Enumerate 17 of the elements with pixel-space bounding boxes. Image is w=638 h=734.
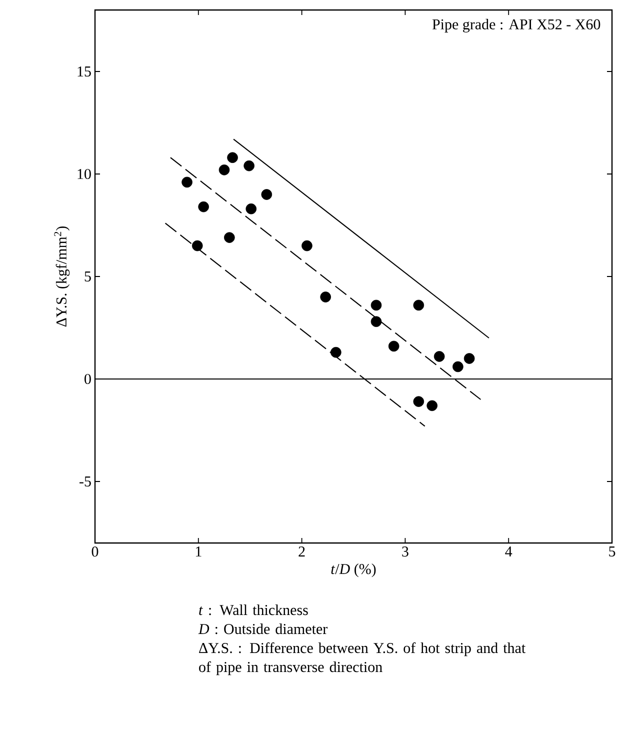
y-tick-label: 5 — [84, 272, 91, 282]
text: t : Wall thickness — [199, 604, 308, 616]
text: ΔY.S. : Difference between Y.S. of hot strip and that of pipe in transverse direction — [199, 642, 526, 676]
x-tick-label: 2 — [298, 546, 305, 556]
y-tick-label: 10 — [78, 168, 91, 180]
x-tick-label: 4 — [505, 546, 512, 556]
annotation: Pipe grade : API X52 - X60 — [432, 18, 600, 32]
y-tick-label: -5 — [80, 476, 91, 486]
y-tick-label: 15 — [78, 66, 91, 77]
y-axis-title: ΔY.S. (kgf/mm$^{2}$) — [54, 226, 70, 327]
y-tick-label: 0 — [84, 374, 91, 384]
x-tick-label: 0 — [92, 546, 98, 557]
x-tick-label: 3 — [402, 546, 408, 557]
text: D : Outside diameter — [198, 624, 328, 634]
x-tick-label: 1 — [196, 546, 202, 556]
x-axis-title: t/D (%) — [331, 564, 376, 578]
x-tick-label: 5 — [609, 546, 616, 556]
